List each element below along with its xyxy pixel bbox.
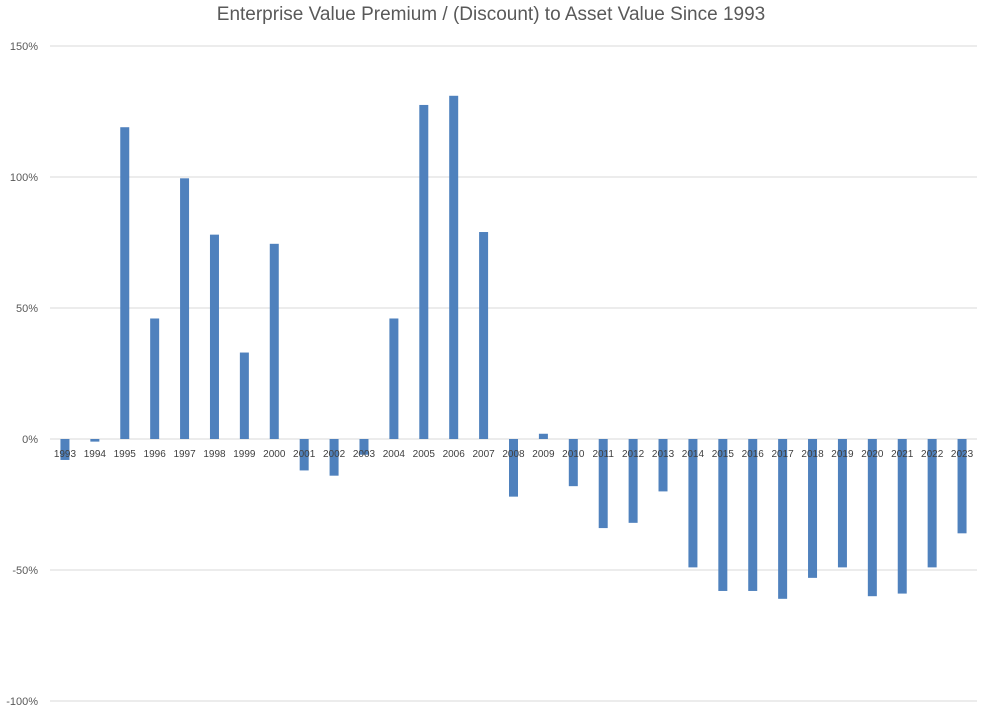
bar-2022 xyxy=(927,439,937,568)
bar-2015 xyxy=(718,439,728,591)
bar-1994 xyxy=(90,439,100,442)
x-tick-label: 2005 xyxy=(413,449,436,460)
bar-2013 xyxy=(658,439,668,492)
x-tick-label: 2006 xyxy=(443,449,466,460)
y-tick-label: -100% xyxy=(6,696,38,708)
x-tick-label: 1998 xyxy=(203,449,226,460)
y-tick-label: 100% xyxy=(10,172,38,184)
x-tick-label: 1994 xyxy=(84,449,107,460)
bar-2020 xyxy=(867,439,877,597)
y-tick-label: 150% xyxy=(10,41,38,53)
x-tick-label: 2014 xyxy=(682,449,705,460)
x-axis-tick-labels: 1993 1994 1995 1996 1997 1998 1999 2000 2001 2002… xyxy=(54,449,974,460)
x-tick-label: 2008 xyxy=(502,449,525,460)
bar-2016 xyxy=(748,439,758,591)
x-tick-label: 2017 xyxy=(772,449,795,460)
x-tick-label: 1997 xyxy=(173,449,196,460)
bar-1999 xyxy=(239,352,249,439)
x-tick-label: 2012 xyxy=(622,449,645,460)
y-axis-tick-labels: 150% 100% 50% 0% -50% -100% xyxy=(6,41,38,708)
bar-2003 xyxy=(359,439,369,455)
chart-title: Enterprise Value Premium / (Discount) to… xyxy=(216,4,766,25)
x-tick-label: 2004 xyxy=(383,449,406,460)
x-tick-label: 2021 xyxy=(891,449,914,460)
x-tick-label: 2007 xyxy=(472,449,495,460)
bar-2005 xyxy=(419,104,429,439)
x-tick-label: 2003 xyxy=(353,449,376,460)
bar-2023 xyxy=(957,439,967,534)
x-tick-label: 2000 xyxy=(263,449,286,460)
x-tick-label: 2009 xyxy=(532,449,555,460)
bar-1998 xyxy=(209,234,219,439)
x-tick-label: 2001 xyxy=(293,449,316,460)
bar-2014 xyxy=(688,439,698,568)
bar-2001 xyxy=(299,439,309,471)
x-tick-label: 2013 xyxy=(652,449,675,460)
x-tick-label: 2020 xyxy=(861,449,884,460)
x-tick-label: 2002 xyxy=(323,449,346,460)
bar-2004 xyxy=(389,318,399,439)
bar-2012 xyxy=(628,439,638,523)
x-tick-label: 2018 xyxy=(801,449,824,460)
bar-2021 xyxy=(897,439,907,594)
bar-2002 xyxy=(329,439,339,476)
bar-2000 xyxy=(269,243,279,439)
bar-2018 xyxy=(808,439,818,578)
bar-2009 xyxy=(538,433,548,439)
x-tick-label: 1993 xyxy=(54,449,77,460)
bar-1997 xyxy=(180,178,190,439)
y-tick-label: -50% xyxy=(12,565,38,577)
bar-2011 xyxy=(598,439,608,529)
bar-2010 xyxy=(568,439,578,487)
bar-2007 xyxy=(479,232,489,439)
y-tick-label: 50% xyxy=(16,303,38,315)
x-tick-label: 2022 xyxy=(921,449,944,460)
x-tick-label: 2023 xyxy=(951,449,974,460)
bar-2017 xyxy=(778,439,788,599)
bar-2019 xyxy=(837,439,847,568)
bars xyxy=(60,95,967,599)
x-tick-label: 2015 xyxy=(712,449,735,460)
x-tick-label: 1995 xyxy=(114,449,137,460)
bar-2006 xyxy=(449,95,459,439)
x-tick-label: 2011 xyxy=(592,449,614,460)
x-tick-label: 2019 xyxy=(831,449,854,460)
bar-1995 xyxy=(120,127,130,439)
x-tick-label: 1999 xyxy=(233,449,256,460)
x-tick-label: 2016 xyxy=(742,449,765,460)
bar-1993 xyxy=(60,439,70,460)
bar-1996 xyxy=(150,318,160,439)
y-tick-label: 0% xyxy=(22,434,38,446)
x-tick-label: 1996 xyxy=(144,449,167,460)
bar-2008 xyxy=(509,439,518,497)
x-tick-label: 2010 xyxy=(562,449,585,460)
